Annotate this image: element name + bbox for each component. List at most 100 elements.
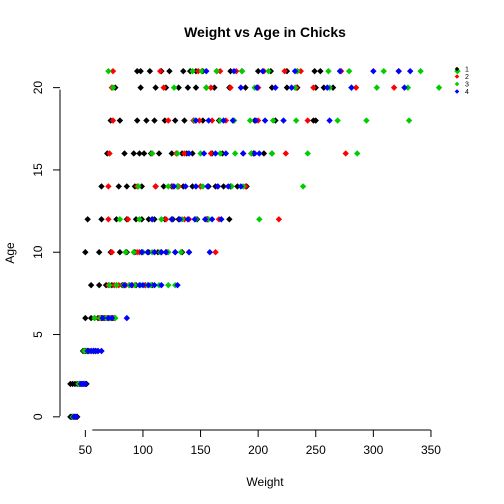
data-point [199, 117, 207, 124]
data-point [170, 183, 178, 190]
data-point [121, 150, 128, 157]
data-point [95, 281, 103, 289]
x-tick-label: 250 [306, 443, 326, 457]
data-point [222, 150, 230, 157]
data-point [82, 314, 89, 322]
data-point [196, 117, 203, 124]
data-point [312, 117, 319, 124]
data-point [334, 117, 341, 124]
data-point [230, 67, 238, 75]
data-point [185, 150, 193, 157]
data-point [151, 117, 158, 124]
data-point [254, 67, 262, 75]
data-point [144, 249, 151, 256]
y-axis: 0 5 10 15 20 [31, 81, 61, 420]
data-point [174, 150, 181, 157]
data-point [172, 249, 179, 256]
data-point [417, 67, 424, 75]
data-point [207, 84, 215, 91]
data-point [113, 216, 120, 223]
legend-marker [454, 74, 460, 79]
data-point [123, 183, 131, 190]
data-point [304, 150, 311, 157]
y-tick-label: 5 [31, 331, 45, 338]
data-point [158, 249, 165, 256]
data-point [203, 67, 210, 75]
data-point [220, 117, 227, 124]
data-point [87, 281, 95, 289]
y-tick-label: 20 [31, 81, 45, 95]
data-point [99, 314, 106, 322]
legend-label: 2 [465, 74, 469, 81]
data-point [174, 281, 181, 289]
data-point [216, 150, 224, 157]
data-point [135, 183, 142, 190]
data-point [268, 150, 276, 157]
data-point [160, 84, 167, 91]
data-point [116, 249, 124, 256]
x-tick-label: 100 [133, 443, 153, 457]
data-point [342, 150, 349, 157]
data-point [239, 150, 247, 157]
data-point [185, 249, 193, 256]
data-point [82, 380, 89, 388]
data-point [238, 67, 246, 75]
data-point [98, 183, 105, 190]
data-point [166, 67, 173, 75]
data-point [260, 150, 268, 157]
data-point [326, 117, 333, 124]
data-point [192, 183, 200, 190]
data-point [256, 216, 263, 223]
data-point [130, 249, 137, 256]
data-point [220, 183, 227, 190]
data-point [252, 117, 260, 124]
data-point [203, 84, 210, 91]
data-point [325, 67, 332, 75]
data-point [229, 117, 237, 124]
data-point [189, 150, 196, 157]
data-point [143, 117, 150, 124]
legend-marker [454, 66, 460, 72]
legend-marker [454, 81, 460, 87]
data-point [138, 183, 145, 190]
data-point [265, 67, 272, 75]
data-point [105, 216, 112, 223]
data-point [121, 281, 128, 289]
data-point [275, 216, 283, 223]
data-point [354, 150, 361, 157]
data-point [348, 84, 355, 91]
data-point [292, 117, 300, 124]
data-point [401, 84, 408, 91]
data-point [137, 84, 144, 91]
x-tick-label: 350 [421, 443, 441, 457]
data-point [280, 117, 287, 124]
data-point [208, 117, 216, 124]
data-point [404, 84, 412, 91]
data-point [108, 249, 116, 256]
data-point [136, 150, 143, 157]
data-point [105, 314, 112, 322]
data-point [216, 67, 224, 75]
data-point [297, 67, 304, 75]
x-tick-label: 200 [248, 443, 268, 457]
y-tick-label: 15 [31, 163, 45, 177]
data-point [131, 281, 139, 289]
x-axis-title: Weight [246, 475, 284, 489]
legend-label: 4 [465, 89, 469, 96]
data-point [268, 84, 276, 91]
data-point [288, 84, 295, 91]
data-point [198, 67, 205, 75]
data-point [291, 67, 299, 75]
data-point [161, 117, 169, 124]
data-point [148, 150, 156, 157]
data-point [237, 84, 245, 91]
data-point [370, 67, 377, 75]
data-point [172, 117, 179, 124]
data-point [363, 117, 370, 124]
data-point [148, 216, 156, 223]
data-point [204, 183, 211, 190]
data-point [152, 84, 159, 91]
data-point [310, 84, 317, 91]
data-point [109, 84, 117, 91]
data-point [246, 117, 254, 124]
